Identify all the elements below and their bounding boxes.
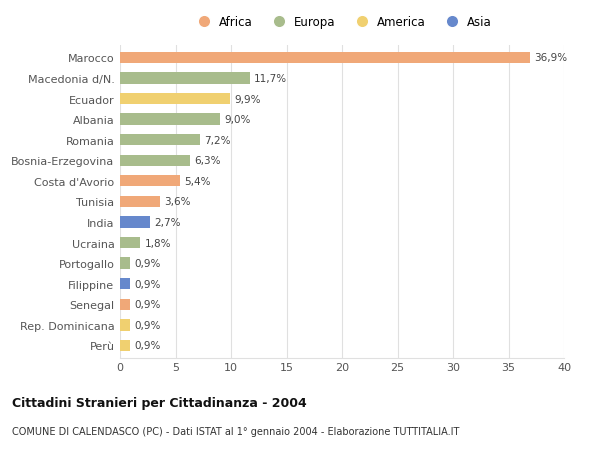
Bar [120, 155, 190, 167]
Text: 36,9%: 36,9% [534, 53, 567, 63]
Bar [120, 114, 220, 125]
Bar [120, 176, 180, 187]
Text: 0,9%: 0,9% [134, 300, 161, 310]
Bar [120, 319, 130, 331]
Text: 0,9%: 0,9% [134, 279, 161, 289]
Text: 1,8%: 1,8% [145, 238, 171, 248]
Bar [120, 340, 130, 351]
Bar [120, 94, 230, 105]
Bar [120, 299, 130, 310]
Bar [120, 237, 140, 249]
Text: 6,3%: 6,3% [194, 156, 221, 166]
Text: 2,7%: 2,7% [154, 218, 181, 228]
Legend: Africa, Europa, America, Asia: Africa, Europa, America, Asia [187, 11, 497, 34]
Text: 7,2%: 7,2% [205, 135, 231, 146]
Text: 9,0%: 9,0% [224, 115, 251, 125]
Text: 0,9%: 0,9% [134, 320, 161, 330]
Text: COMUNE DI CALENDASCO (PC) - Dati ISTAT al 1° gennaio 2004 - Elaborazione TUTTITA: COMUNE DI CALENDASCO (PC) - Dati ISTAT a… [12, 426, 460, 436]
Bar [120, 73, 250, 84]
Text: 5,4%: 5,4% [184, 176, 211, 186]
Bar [120, 53, 530, 64]
Text: 9,9%: 9,9% [235, 94, 261, 104]
Bar [120, 279, 130, 290]
Text: 11,7%: 11,7% [254, 74, 287, 84]
Bar [120, 196, 160, 207]
Text: Cittadini Stranieri per Cittadinanza - 2004: Cittadini Stranieri per Cittadinanza - 2… [12, 396, 307, 409]
Bar [120, 217, 150, 228]
Text: 0,9%: 0,9% [134, 341, 161, 351]
Text: 0,9%: 0,9% [134, 258, 161, 269]
Text: 3,6%: 3,6% [164, 197, 191, 207]
Bar [120, 134, 200, 146]
Bar [120, 258, 130, 269]
